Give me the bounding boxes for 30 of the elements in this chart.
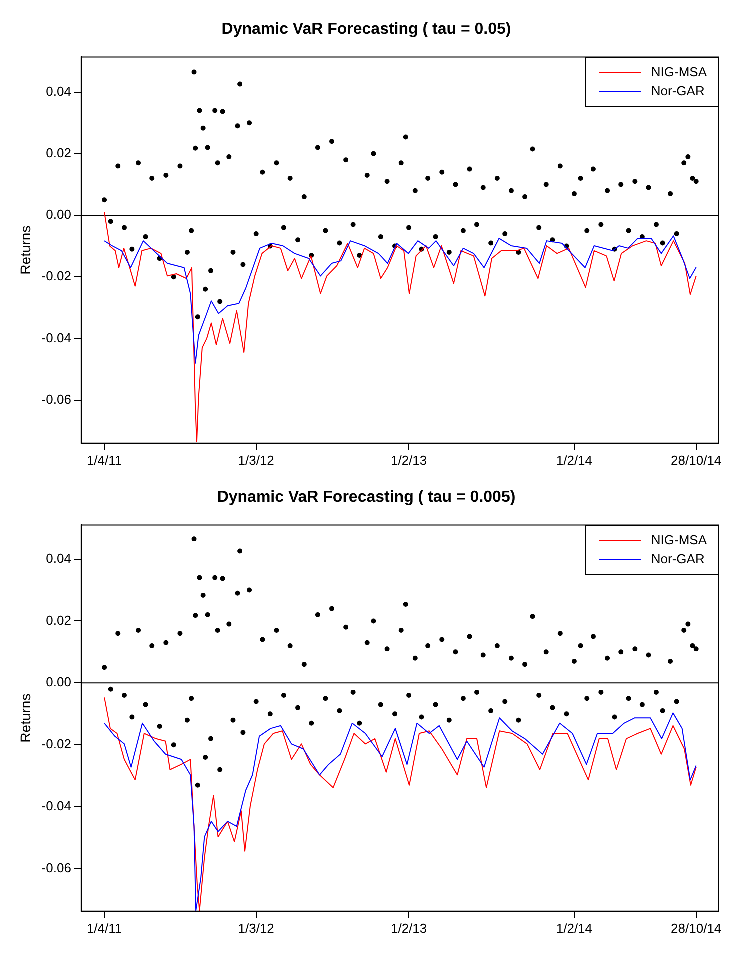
y-tick-label: -0.06 bbox=[42, 860, 72, 876]
chart-title: Dynamic VaR Forecasting ( tau = 0.05) bbox=[222, 21, 512, 38]
x-tick-label: 28/10/14 bbox=[671, 920, 722, 936]
x-tick-label: 1/2/13 bbox=[390, 920, 428, 936]
y-tick-label: 0.02 bbox=[46, 612, 72, 628]
chart-title: Dynamic VaR Forecasting ( tau = 0.005) bbox=[217, 489, 516, 506]
x-tick-label: 1/4/11 bbox=[86, 920, 122, 936]
y-tick-label: 0.00 bbox=[46, 207, 72, 222]
y-tick-label: -0.04 bbox=[42, 798, 72, 814]
legend-label: Nor-GAR bbox=[651, 551, 705, 566]
y-tick-label: 0.04 bbox=[46, 84, 72, 99]
x-tick-label: 1/4/11 bbox=[86, 452, 122, 468]
x-tick-label: 1/3/12 bbox=[238, 920, 274, 936]
x-tick-label: 1/3/12 bbox=[238, 452, 274, 468]
x-tick-label: 1/2/14 bbox=[556, 452, 593, 468]
x-tick-label: 1/2/14 bbox=[556, 920, 593, 936]
y-tick-label: 0.04 bbox=[46, 550, 72, 566]
y-tick-label: 0.02 bbox=[46, 145, 72, 160]
y-tick-label: -0.04 bbox=[42, 330, 72, 346]
x-tick-label: 28/10/14 bbox=[671, 452, 722, 468]
y-tick-label: -0.02 bbox=[42, 268, 72, 284]
legend-label: NIG-MSA bbox=[651, 532, 708, 548]
y-tick-label: -0.06 bbox=[42, 392, 72, 407]
y-tick-label: 0.00 bbox=[46, 674, 72, 690]
y-axis-title: Returns bbox=[17, 694, 34, 743]
legend-label: Nor-GAR bbox=[651, 83, 705, 98]
x-tick-label: 1/2/13 bbox=[390, 452, 428, 468]
legend-label: NIG-MSA bbox=[651, 64, 708, 80]
y-axis-title: Returns bbox=[17, 226, 34, 275]
y-tick-label: -0.02 bbox=[42, 736, 72, 752]
